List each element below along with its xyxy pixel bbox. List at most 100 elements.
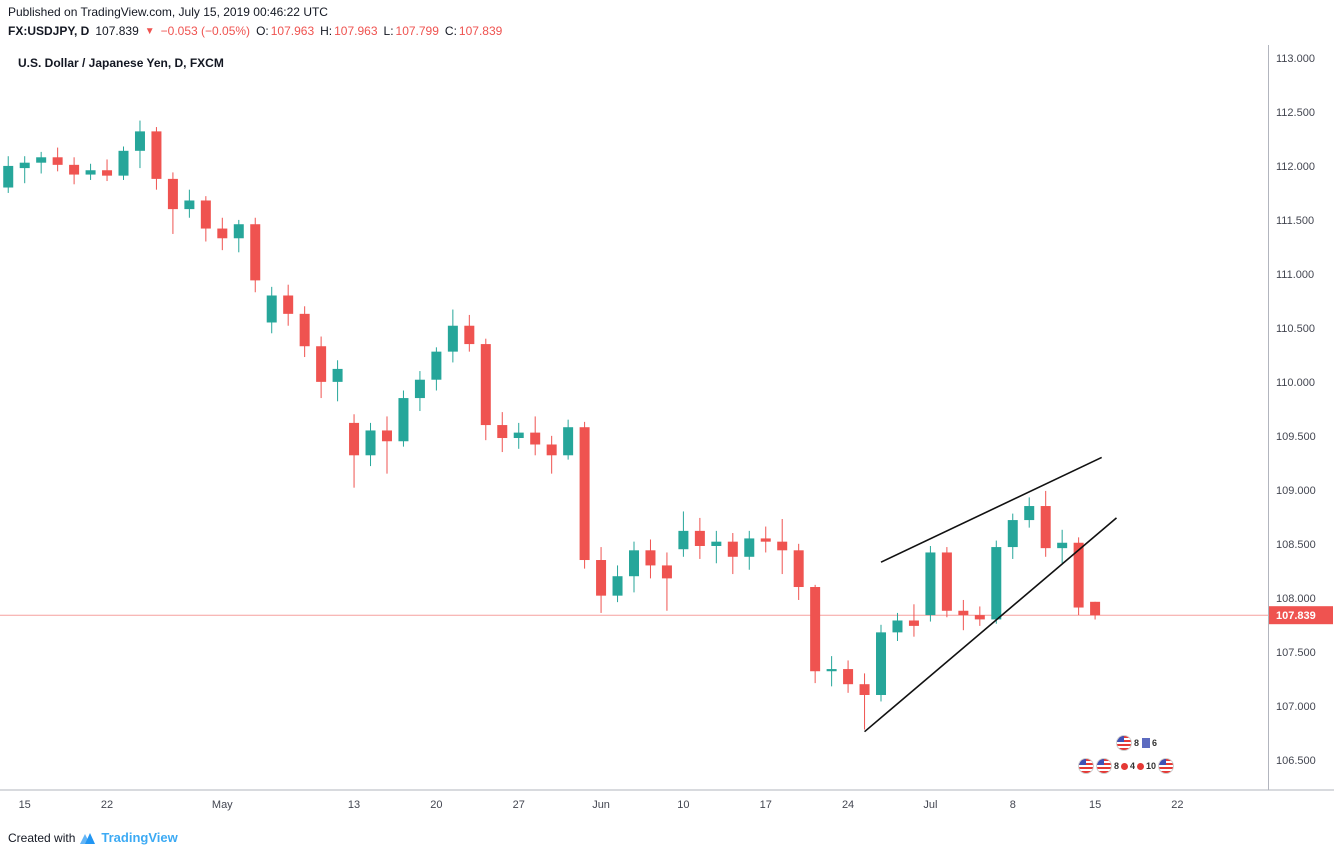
candle-body: [941, 552, 952, 611]
candle-body: [908, 620, 919, 626]
y-axis-label[interactable]: 108.000: [1276, 593, 1316, 605]
economic-event-marker[interactable]: 6: [1142, 738, 1157, 748]
y-axis-label[interactable]: 109.000: [1276, 485, 1316, 497]
candle-body: [233, 224, 244, 239]
economic-event-marker[interactable]: 8: [1096, 758, 1119, 774]
close-value: 107.839: [458, 24, 503, 38]
candle-body: [876, 632, 887, 695]
candle-body: [744, 538, 755, 557]
symbol-legend: FX:USDJPY, D 107.839 ▼ −0.053 (−0.05%) O…: [8, 24, 502, 38]
candle-body: [546, 444, 557, 456]
x-axis-label[interactable]: 15: [1089, 799, 1101, 811]
event-count: 8: [1114, 761, 1120, 771]
footer: Created with TradingView: [8, 830, 178, 845]
y-axis-label[interactable]: 107.500: [1276, 647, 1316, 659]
y-axis-label[interactable]: 106.500: [1276, 755, 1316, 767]
candle-body: [200, 200, 211, 229]
y-axis-label[interactable]: 111.500: [1276, 215, 1314, 227]
candle-body: [69, 164, 80, 175]
candle-body: [1073, 542, 1084, 608]
us-flag-icon: [1116, 735, 1132, 751]
candle-body: [810, 587, 821, 672]
candle-body: [217, 228, 228, 239]
high-label: H:: [320, 24, 333, 38]
candle-body: [711, 541, 722, 546]
economic-event-marker[interactable]: 4: [1121, 761, 1135, 771]
x-axis-label[interactable]: 15: [19, 799, 31, 811]
candle-body: [1040, 506, 1051, 549]
published-text: Published on TradingView.com, July 15, 2…: [8, 5, 328, 19]
x-axis-label[interactable]: May: [212, 799, 233, 811]
candle-body: [52, 157, 63, 165]
y-axis-label[interactable]: 112.000: [1276, 161, 1315, 173]
x-axis-label[interactable]: 20: [430, 799, 442, 811]
candle-body: [974, 615, 985, 620]
x-axis-label[interactable]: 8: [1010, 799, 1016, 811]
event-count: 4: [1130, 761, 1136, 771]
y-axis-label[interactable]: 113.000: [1276, 53, 1315, 65]
tradingview-wordmark[interactable]: TradingView: [101, 830, 178, 845]
candle-body: [513, 432, 524, 439]
candle-body: [431, 351, 442, 380]
candle-body: [365, 430, 376, 456]
candle-body: [134, 131, 145, 151]
x-axis-label[interactable]: 22: [101, 799, 113, 811]
red-dot-icon: [1137, 762, 1145, 770]
candle-body: [661, 565, 672, 579]
candle-body: [250, 224, 261, 281]
x-axis-label[interactable]: Jul: [923, 799, 937, 811]
economic-event-marker[interactable]: 10: [1137, 761, 1156, 771]
candle-body: [629, 550, 639, 577]
candle-body: [563, 427, 574, 456]
candle-body: [283, 295, 294, 314]
created-with-text: Created with: [8, 830, 76, 845]
x-axis-label[interactable]: 27: [513, 799, 525, 811]
candle-body: [843, 669, 854, 685]
economic-event-marker[interactable]: [1078, 758, 1094, 774]
low-value: 107.799: [395, 24, 439, 38]
symbol-name[interactable]: FX:USDJPY, D: [8, 24, 90, 38]
candle-body: [793, 550, 804, 588]
direction-down-icon: ▼: [144, 25, 155, 37]
y-axis-label[interactable]: 109.500: [1276, 431, 1316, 443]
price-label-text: 107.839: [1276, 610, 1316, 622]
y-axis-label[interactable]: 112.500: [1276, 107, 1315, 119]
x-axis-label[interactable]: 17: [760, 799, 772, 811]
event-count: 6: [1152, 738, 1158, 748]
candle-body: [85, 170, 96, 175]
candle-body: [381, 430, 392, 442]
candle-body: [859, 684, 870, 695]
high-value: 107.963: [334, 24, 378, 38]
y-axis-label[interactable]: 107.000: [1276, 701, 1316, 713]
candle-body: [678, 530, 689, 550]
tradingview-logo-icon[interactable]: [80, 831, 96, 845]
y-axis-label[interactable]: 111.000: [1276, 269, 1314, 281]
trendline[interactable]: [880, 456, 1103, 563]
y-axis-label[interactable]: 108.500: [1276, 539, 1316, 551]
candle-body: [19, 162, 30, 169]
candle-body: [694, 530, 705, 546]
trendline[interactable]: [864, 517, 1118, 733]
x-axis-label[interactable]: Jun: [592, 799, 610, 811]
candle-body: [892, 620, 903, 633]
x-axis-label[interactable]: 13: [348, 799, 360, 811]
candle-body: [349, 422, 360, 456]
us-flag-icon: [1078, 758, 1094, 774]
candle-body: [645, 550, 656, 566]
y-axis-label[interactable]: 110.500: [1276, 323, 1315, 335]
economic-event-marker[interactable]: 8: [1116, 735, 1139, 751]
x-axis-label[interactable]: 10: [677, 799, 689, 811]
price-chart-pane[interactable]: 113.000 112.500 112.000 111.500 111.000 110.5…: [0, 45, 1334, 820]
candle-body: [760, 538, 771, 542]
economic-events-cluster[interactable]: 8 6 8 4 10: [1078, 735, 1198, 774]
candle-body: [464, 325, 475, 345]
x-axis-label[interactable]: 22: [1171, 799, 1183, 811]
blue-icon-icon: [1142, 738, 1151, 748]
y-axis-label[interactable]: 110.000: [1276, 377, 1315, 389]
economic-event-marker[interactable]: [1158, 758, 1175, 774]
x-axis-label[interactable]: 24: [842, 799, 854, 811]
candle-body: [118, 150, 129, 176]
candlestick-chart-canvas[interactable]: 113.000 112.500 112.000 111.500 111.000 110.5…: [0, 45, 1334, 820]
publish-bar: Published on TradingView.com, July 15, 2…: [8, 5, 328, 19]
